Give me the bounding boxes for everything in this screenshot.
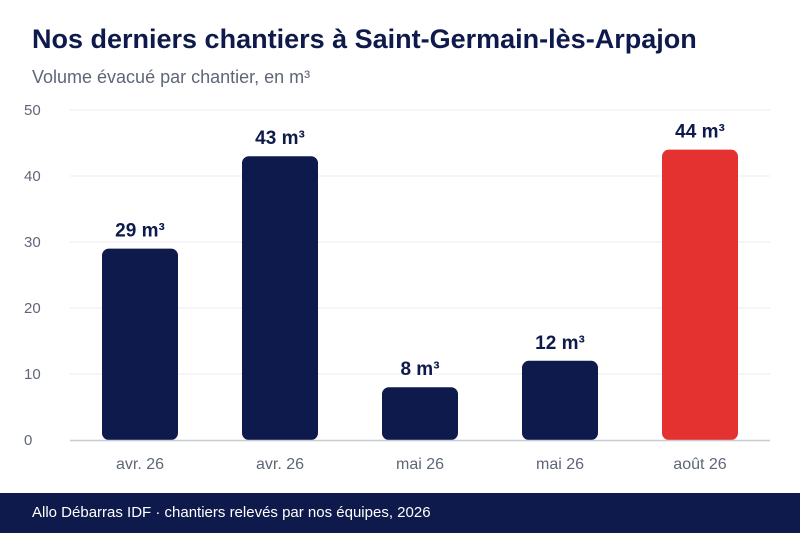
bar-value-label: 8 m³ — [400, 359, 439, 380]
y-tick-label: 20 — [24, 300, 41, 317]
y-tick-label: 30 — [24, 234, 41, 251]
chart-title: Nos derniers chantiers à Saint-Germain-l… — [32, 24, 697, 54]
y-tick-label: 50 — [24, 102, 41, 119]
bar-value-label: 29 m³ — [115, 221, 165, 242]
bar — [382, 387, 458, 440]
bars — [102, 149, 738, 440]
x-tick-label: mai 26 — [536, 456, 584, 473]
bar-value-label: 43 m³ — [255, 128, 305, 149]
x-tick-label: août 26 — [673, 456, 726, 473]
x-tick-label: avr. 26 — [256, 456, 304, 473]
x-tick-label: avr. 26 — [116, 456, 164, 473]
bar — [662, 149, 738, 440]
bar — [522, 360, 598, 440]
y-tick-label: 0 — [24, 432, 32, 449]
bar — [102, 248, 178, 440]
footer-bar: Allo Débarras IDF · chantiers relevés pa… — [0, 493, 800, 533]
y-tick-label: 10 — [24, 366, 41, 383]
bar — [242, 156, 318, 440]
bar-value-label: 44 m³ — [675, 122, 725, 143]
y-tick-label: 40 — [24, 168, 41, 185]
y-axis-ticks: 0 10 20 30 40 50 — [24, 102, 41, 449]
bar-value-label: 12 m³ — [535, 333, 585, 354]
bar-chart: 0 10 20 30 40 50 29 m³ 43 m³ 8 m³ 12 m³ 44 m³ avr… — [24, 102, 770, 473]
x-axis-ticks: avr. 26 avr. 26 mai 26 mai 26 août 26 — [116, 456, 727, 473]
chart-subtitle: Volume évacué par chantier, en m³ — [32, 67, 311, 87]
value-labels: 29 m³ 43 m³ 8 m³ 12 m³ 44 m³ — [115, 122, 725, 381]
x-tick-label: mai 26 — [396, 456, 444, 473]
grid-lines — [70, 109, 770, 375]
footer-source: Allo Débarras IDF · chantiers relevés pa… — [32, 504, 431, 521]
